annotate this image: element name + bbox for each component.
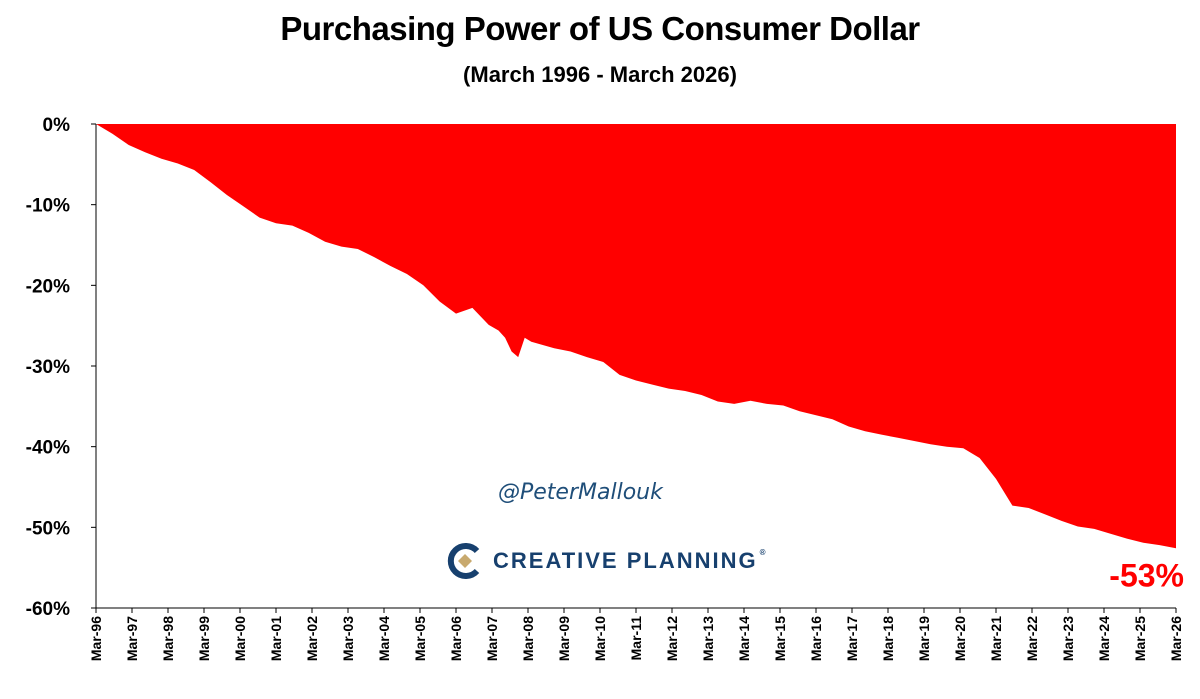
x-tick-label: Mar-04 xyxy=(376,616,392,661)
x-tick-label: Mar-96 xyxy=(88,616,104,661)
x-tick-label: Mar-15 xyxy=(772,616,788,661)
twitter-handle: @PeterMallouk xyxy=(498,480,663,505)
x-tick-label: Mar-05 xyxy=(412,616,428,661)
x-tick-label: Mar-23 xyxy=(1060,616,1076,661)
x-tick-label: Mar-24 xyxy=(1096,616,1112,661)
area-series xyxy=(96,124,1176,549)
brand-name: CREATIVE PLANNING ® xyxy=(493,548,768,573)
x-tick-label: Mar-02 xyxy=(304,616,320,661)
end-value-label: -53% xyxy=(1109,557,1184,593)
x-tick-label: Mar-17 xyxy=(844,616,860,661)
y-tick-label: -20% xyxy=(26,276,70,297)
y-tick-label: -30% xyxy=(26,357,70,378)
creative-planning-logo: CREATIVE PLANNING ® xyxy=(447,543,768,579)
chart-title: Purchasing Power of US Consumer Dollar xyxy=(280,10,920,47)
trademark-symbol: ® xyxy=(759,548,768,557)
x-tick-label: Mar-12 xyxy=(664,616,680,661)
y-tick-label: -40% xyxy=(26,438,70,459)
x-tick-label: Mar-13 xyxy=(700,616,716,661)
y-tick-label: -10% xyxy=(26,196,70,217)
x-tick-label: Mar-11 xyxy=(628,616,644,661)
x-tick-label: Mar-21 xyxy=(988,616,1004,661)
x-tick-label: Mar-99 xyxy=(196,616,212,661)
y-tick-label: -50% xyxy=(26,518,70,539)
x-tick-label: Mar-10 xyxy=(592,616,608,661)
x-tick-label: Mar-20 xyxy=(952,616,968,661)
x-tick-label: Mar-26 xyxy=(1168,616,1184,661)
x-tick-label: Mar-19 xyxy=(916,616,932,661)
x-tick-label: Mar-22 xyxy=(1024,616,1040,661)
x-tick-label: Mar-25 xyxy=(1132,616,1148,661)
x-tick-label: Mar-03 xyxy=(340,616,356,661)
x-tick-label: Mar-06 xyxy=(448,616,464,661)
creative-planning-mark-icon xyxy=(447,543,480,579)
x-tick-label: Mar-98 xyxy=(160,616,176,661)
x-tick-label: Mar-08 xyxy=(520,616,536,661)
x-tick-label: Mar-14 xyxy=(736,616,752,661)
x-tick-label: Mar-00 xyxy=(232,616,248,661)
chart-subtitle: (March 1996 - March 2026) xyxy=(463,62,737,87)
x-tick-label: Mar-01 xyxy=(268,616,284,661)
y-tick-label: -60% xyxy=(26,599,70,620)
y-tick-label: 0% xyxy=(43,115,71,136)
x-tick-label: Mar-18 xyxy=(880,616,896,661)
x-tick-label: Mar-16 xyxy=(808,616,824,661)
x-tick-label: Mar-07 xyxy=(484,616,500,661)
x-tick-label: Mar-97 xyxy=(124,616,140,661)
x-tick-label: Mar-09 xyxy=(556,616,572,661)
